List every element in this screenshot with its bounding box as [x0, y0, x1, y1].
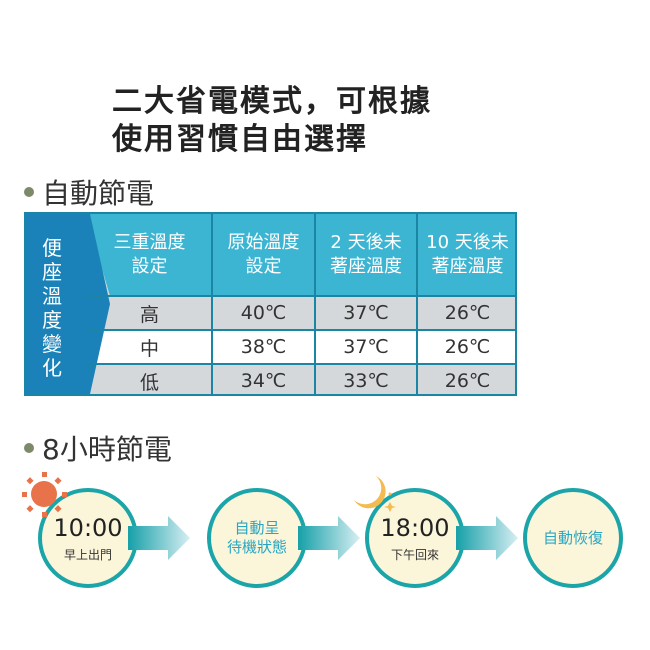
- table-cell: 37℃: [343, 302, 389, 324]
- caption: 早上出門: [63, 547, 112, 562]
- title-line-2: 使用習慣自由選擇: [112, 122, 368, 157]
- caption: 自動呈: [234, 519, 280, 537]
- table-header-cell: 原始溫度 設定: [227, 231, 300, 277]
- sun-icon: [22, 472, 67, 517]
- table-cell: 26℃: [444, 370, 491, 392]
- caption: 自動恢復: [542, 528, 603, 547]
- flow-step-resume: 自動恢復: [523, 488, 623, 588]
- table-header-cell: 2 天後未 著座溫度: [330, 231, 402, 277]
- table-cell: 33℃: [343, 370, 389, 392]
- caption: 下午回來: [390, 547, 439, 562]
- table-cell: 高: [139, 303, 159, 326]
- time: 18:00: [380, 513, 450, 542]
- side-label: 便座溫度變化: [42, 236, 62, 380]
- table-cell: 37℃: [343, 336, 389, 358]
- table-header-bg: [86, 214, 515, 296]
- bullet-icon: [24, 187, 34, 197]
- table-cell: 34℃: [240, 370, 287, 392]
- flow-step-standby: 自動呈 待機狀態: [207, 488, 307, 588]
- moon-icon: [354, 476, 396, 512]
- flow-step-leave: 10:00 早上出門: [38, 488, 138, 588]
- bullet-icon: [24, 443, 34, 453]
- table-header-cell: 10 天後未 著座溫度: [426, 231, 509, 277]
- flow-step-return: 18:00 下午回來: [365, 488, 465, 588]
- table-cell: 中: [139, 337, 159, 360]
- table-header-cell: 三重溫度 設定: [113, 231, 186, 277]
- title-line-1: 二大省電模式，可根據: [112, 84, 432, 119]
- table-cell: 26℃: [444, 336, 491, 358]
- caption: 待機狀態: [226, 538, 287, 556]
- section-label: 自動節電: [42, 177, 155, 210]
- arrow-right-icon: [456, 516, 518, 560]
- table-cell: 40℃: [240, 302, 287, 324]
- row-bg-white: [88, 329, 515, 364]
- section-label: 8小時節電: [42, 433, 172, 466]
- section-auto-save: 自動節電: [24, 172, 154, 212]
- time: 10:00: [53, 513, 123, 542]
- table-cell: 26℃: [444, 302, 491, 324]
- arrow-right-icon: [298, 516, 360, 560]
- table-cell: 38℃: [240, 336, 287, 358]
- section-8hr-save: 8小時節電: [24, 428, 172, 468]
- table-cell: 低: [139, 371, 159, 394]
- temperature-table: 便座溫度變化 三重溫度 設定 原始溫度 設定 2 天後未 著座溫度 10 天後未 著座溫度高 4…: [24, 212, 517, 396]
- arrow-right-icon: [128, 516, 190, 560]
